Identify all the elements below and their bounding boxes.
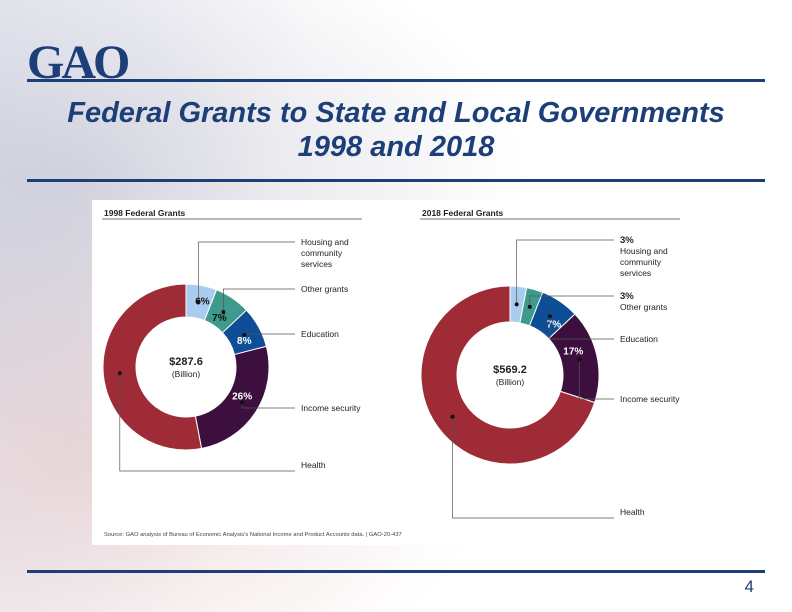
chart1-leader-dot-3 bbox=[240, 400, 245, 405]
donut-charts: 1998 Federal Grants 2018 Federal Grants … bbox=[50, 208, 680, 538]
chart2-leader-dot-4 bbox=[450, 414, 455, 419]
chart1-slice-label-1: 7% bbox=[212, 313, 227, 324]
chart1-leader-1 bbox=[223, 288, 295, 312]
chart2-slice-4 bbox=[420, 285, 596, 465]
chart-card: 1998 Federal Grants 2018 Federal Grants … bbox=[50, 200, 704, 545]
chart2-leader-3 bbox=[578, 359, 614, 400]
chart2-title: 2018 Federal Grants bbox=[422, 208, 504, 218]
chart1-legend-1-line-0: Other grants bbox=[301, 284, 348, 294]
chart1-leader-0 bbox=[198, 241, 295, 302]
chart2-center-value: $569.2 bbox=[493, 364, 527, 376]
chart1-legend-4-line-0: Health bbox=[301, 460, 326, 470]
chart2-center-unit: (Billion) bbox=[496, 377, 525, 387]
chart2-slice-label-3: 17% bbox=[563, 347, 583, 358]
slide-title-line2: 1998 and 2018 bbox=[297, 131, 495, 163]
chart2-leader-dot-1 bbox=[527, 304, 532, 309]
chart2-leader-0 bbox=[516, 239, 614, 305]
source-note: Source: GAO analysis of Bureau of Econom… bbox=[104, 532, 402, 538]
chart1-center-unit: (Billion) bbox=[172, 369, 201, 379]
chart1-leader-dot-0 bbox=[196, 299, 201, 304]
chart1-leader-dot-1 bbox=[221, 309, 226, 314]
chart2-leader-2 bbox=[549, 316, 614, 340]
header-rule-top bbox=[27, 79, 765, 82]
chart1-title: 1998 Federal Grants bbox=[104, 208, 186, 218]
chart2-leader-1 bbox=[529, 295, 614, 307]
chart1-legend-0-line-0: Housing and bbox=[301, 237, 349, 247]
chart1-slice-label-3: 26% bbox=[232, 392, 252, 403]
chart1-legend-3-line-0: Income security bbox=[301, 403, 361, 413]
chart1-slice-label-0: 6% bbox=[195, 297, 210, 308]
chart2-legend-4-line-0: Health bbox=[620, 507, 645, 517]
chart2-legend-1-line-0: 3% bbox=[620, 291, 634, 302]
chart1-legend-0-line-1: community bbox=[301, 248, 343, 258]
chart2-legend-1-line-1: Other grants bbox=[620, 302, 667, 312]
chart2-slice-label-4: 70% bbox=[431, 460, 451, 471]
chart2-legend-0-line-0: 3% bbox=[620, 235, 634, 246]
chart2-legend-0-line-2: community bbox=[620, 257, 662, 267]
chart1-leader-4 bbox=[119, 373, 295, 472]
chart1-center-value: $287.6 bbox=[169, 356, 203, 368]
chart2-legend-0-line-3: services bbox=[620, 268, 651, 278]
chart2-leader-dot-3 bbox=[577, 357, 582, 362]
chart2-legend-3-line-0: Income security bbox=[620, 394, 680, 404]
header-rule-bottom bbox=[27, 179, 765, 182]
chart2-legend-2-line-0: Education bbox=[620, 334, 658, 344]
chart2-slice-label-2: 7% bbox=[547, 319, 562, 330]
chart1-legend-2-line-0: Education bbox=[301, 329, 339, 339]
chart2-leader-4 bbox=[452, 416, 614, 519]
chart1-leader-dot-2 bbox=[242, 332, 247, 337]
page-number: 4 bbox=[744, 577, 754, 596]
chart1-leader-dot-4 bbox=[117, 371, 122, 376]
chart1-legend-0-line-2: services bbox=[301, 259, 332, 269]
chart1-slice-4 bbox=[102, 283, 203, 451]
footer-rule bbox=[27, 570, 765, 573]
chart1-slice-label-2: 8% bbox=[237, 336, 252, 347]
slide-title-line1: Federal Grants to State and Local Govern… bbox=[67, 97, 725, 129]
chart2-legend-0-line-1: Housing and bbox=[620, 246, 668, 256]
chart2-leader-dot-0 bbox=[514, 302, 519, 307]
chart2-leader-dot-2 bbox=[547, 314, 552, 319]
